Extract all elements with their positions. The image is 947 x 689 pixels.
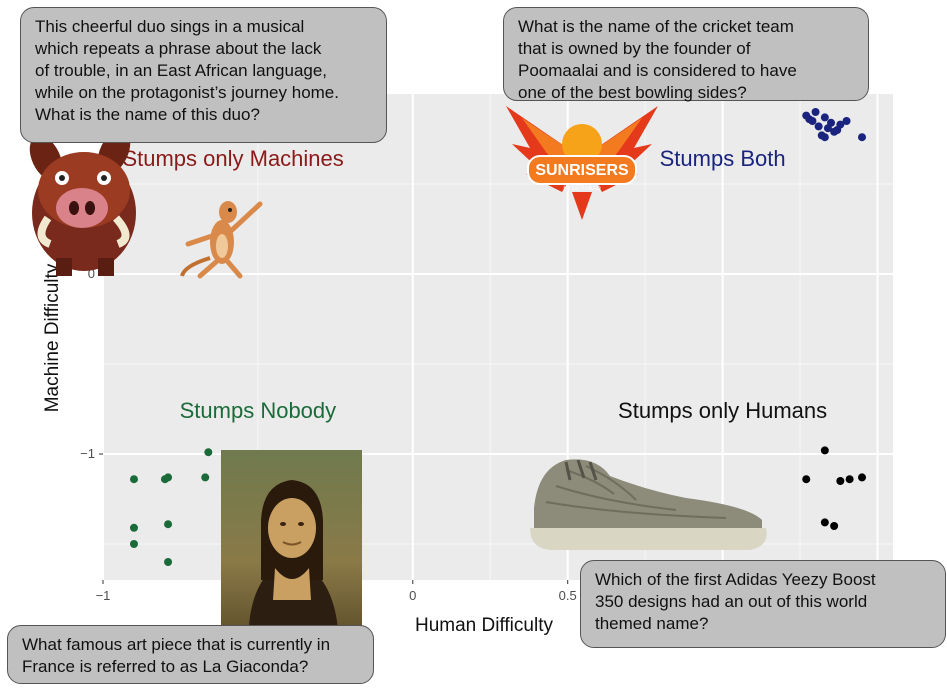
callout-line: France is referred to as La Giaconda? (22, 657, 309, 676)
logo-text: SUNRISERS (535, 162, 629, 179)
data-point (858, 133, 867, 142)
callout-bottom-right: Which of the first Adidas Yeezy Boost 35… (580, 560, 946, 648)
data-point (836, 477, 845, 485)
callout-line: Poomaalai and is considered to have (518, 61, 797, 80)
callout-line: which repeats a phrase about the lack (35, 39, 322, 58)
data-point (129, 540, 138, 548)
sneaker-icon (530, 459, 767, 550)
data-point (164, 520, 173, 529)
callout-top-right: What is the name of the cricket team tha… (503, 7, 869, 102)
data-point (820, 518, 829, 527)
quadrant-label: Stumps only Machines (122, 146, 343, 171)
callout-line: Which of the first Adidas Yeezy Boost (595, 570, 876, 589)
data-point (820, 133, 829, 142)
data-point (802, 475, 811, 484)
quadrant-label: Stumps Both (660, 146, 786, 171)
x-axis-title: Human Difficulty (415, 615, 553, 636)
data-point (164, 558, 173, 566)
callout-line: What famous art piece that is currently … (22, 635, 331, 654)
quadrant-label: Stumps only Humans (618, 398, 827, 423)
callout-line: one of the best bowling sides? (518, 83, 747, 102)
data-point (811, 108, 820, 116)
callout-line: that is owned by the founder of (518, 39, 751, 58)
y-tick-label: 0 (88, 266, 95, 281)
data-point (820, 446, 829, 455)
callout-line: themed name? (595, 614, 709, 633)
data-point (842, 117, 851, 125)
callout-line: while on the protagonist’s journey home. (35, 83, 339, 102)
data-point (164, 473, 173, 482)
data-point (814, 122, 823, 131)
callout-bottom-left: What famous art piece that is currently … (7, 625, 374, 684)
callout-line: of trouble, in an East African language, (35, 61, 328, 80)
sunrisers-logo: SUNRISERS HYDERABAD (506, 106, 658, 220)
data-point (204, 448, 213, 457)
callout-line: What is the name of this duo? (35, 105, 260, 124)
data-point (833, 126, 842, 134)
data-point (129, 523, 138, 532)
callout-line: 350 designs had an out of this world (595, 592, 868, 611)
logo-subtext: HYDERABAD (563, 186, 601, 192)
data-point (805, 115, 814, 124)
data-point (830, 522, 839, 530)
x-tick-label: 0.5 (559, 588, 577, 603)
data-point (823, 124, 832, 133)
quadrant-label: Stumps Nobody (180, 398, 337, 423)
y-tick-label: −1 (80, 446, 95, 461)
callout-line: What is the name of the cricket team (518, 17, 794, 36)
meerkat-icon (180, 201, 263, 279)
quadrant-labels: Stumps only Machines Stumps Both Stumps No… (122, 146, 827, 423)
callout-top-left: This cheerful duo sings in a musical whi… (20, 7, 387, 143)
data-point (201, 473, 210, 482)
warthog-icon (29, 129, 136, 276)
data-point (129, 475, 138, 484)
data-point (820, 113, 829, 122)
callout-line: This cheerful duo sings in a musical (35, 17, 305, 36)
x-tick-label: −1 (96, 588, 111, 603)
data-point (858, 473, 867, 482)
y-axis-title: Machine Difficulty (42, 263, 63, 412)
x-tick-label: 0 (409, 588, 416, 603)
data-point (845, 475, 854, 484)
